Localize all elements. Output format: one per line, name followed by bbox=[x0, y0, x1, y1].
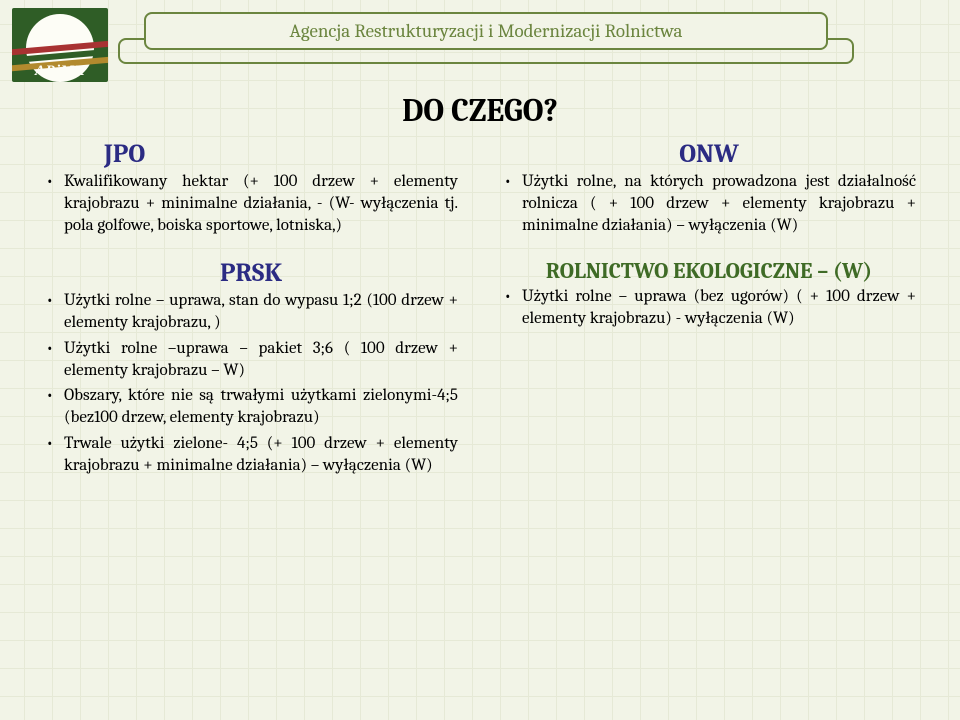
slide: Agencja Restrukturyzacji i Modernizacji … bbox=[0, 0, 960, 720]
onw-list: Użytki rolne, na których prowadzona jest… bbox=[502, 171, 916, 236]
list-item: Użytki rolne –uprawa – pakiet 3;6 ( 100 … bbox=[64, 338, 458, 382]
prsk-list: Użytki rolne – uprawa, stan do wypasu 1;… bbox=[44, 290, 458, 476]
jpo-list: Kwalifikowany hektar (+ 100 drzew + elem… bbox=[44, 171, 458, 236]
list-item: Użytki rolne, na których prowadzona jest… bbox=[522, 171, 916, 236]
header: Agencja Restrukturyzacji i Modernizacji … bbox=[0, 0, 960, 86]
list-item: Trwale użytki zielone- 4;5 (+ 100 drzew … bbox=[64, 433, 458, 477]
right-column: ONW Użytki rolne, na których prowadzona … bbox=[502, 139, 916, 498]
section-prsk: PRSK Użytki rolne – uprawa, stan do wypa… bbox=[44, 258, 458, 476]
section-heading-onw: ONW bbox=[502, 139, 916, 169]
section-onw: ONW Użytki rolne, na których prowadzona … bbox=[502, 139, 916, 236]
list-item: Obszary, które nie są trwałymi użytkami … bbox=[64, 385, 458, 429]
page-title: DO CZEGO? bbox=[0, 92, 960, 129]
agency-name-bar: Agencja Restrukturyzacji i Modernizacji … bbox=[144, 12, 828, 50]
list-item: Użytki rolne – uprawa (bez ugorów) ( + 1… bbox=[522, 286, 916, 330]
content-grid: JPO Kwalifikowany hektar (+ 100 drzew + … bbox=[0, 139, 960, 498]
section-heading-rolnictwo: ROLNICTWO EKOLOGICZNE – (W) bbox=[502, 258, 916, 284]
left-column: JPO Kwalifikowany hektar (+ 100 drzew + … bbox=[44, 139, 458, 498]
list-item: Kwalifikowany hektar (+ 100 drzew + elem… bbox=[64, 171, 458, 236]
rolnictwo-list: Użytki rolne – uprawa (bez ugorów) ( + 1… bbox=[502, 286, 916, 330]
section-heading-jpo: JPO bbox=[44, 139, 458, 169]
arimr-logo: ARiMR bbox=[12, 8, 108, 82]
section-rolnictwo: ROLNICTWO EKOLOGICZNE – (W) Użytki rolne… bbox=[502, 258, 916, 330]
section-heading-prsk: PRSK bbox=[44, 258, 458, 288]
list-item: Użytki rolne – uprawa, stan do wypasu 1;… bbox=[64, 290, 458, 334]
section-jpo: JPO Kwalifikowany hektar (+ 100 drzew + … bbox=[44, 139, 458, 236]
agency-name: Agencja Restrukturyzacji i Modernizacji … bbox=[290, 20, 683, 42]
logo-text: ARiMR bbox=[12, 63, 108, 80]
